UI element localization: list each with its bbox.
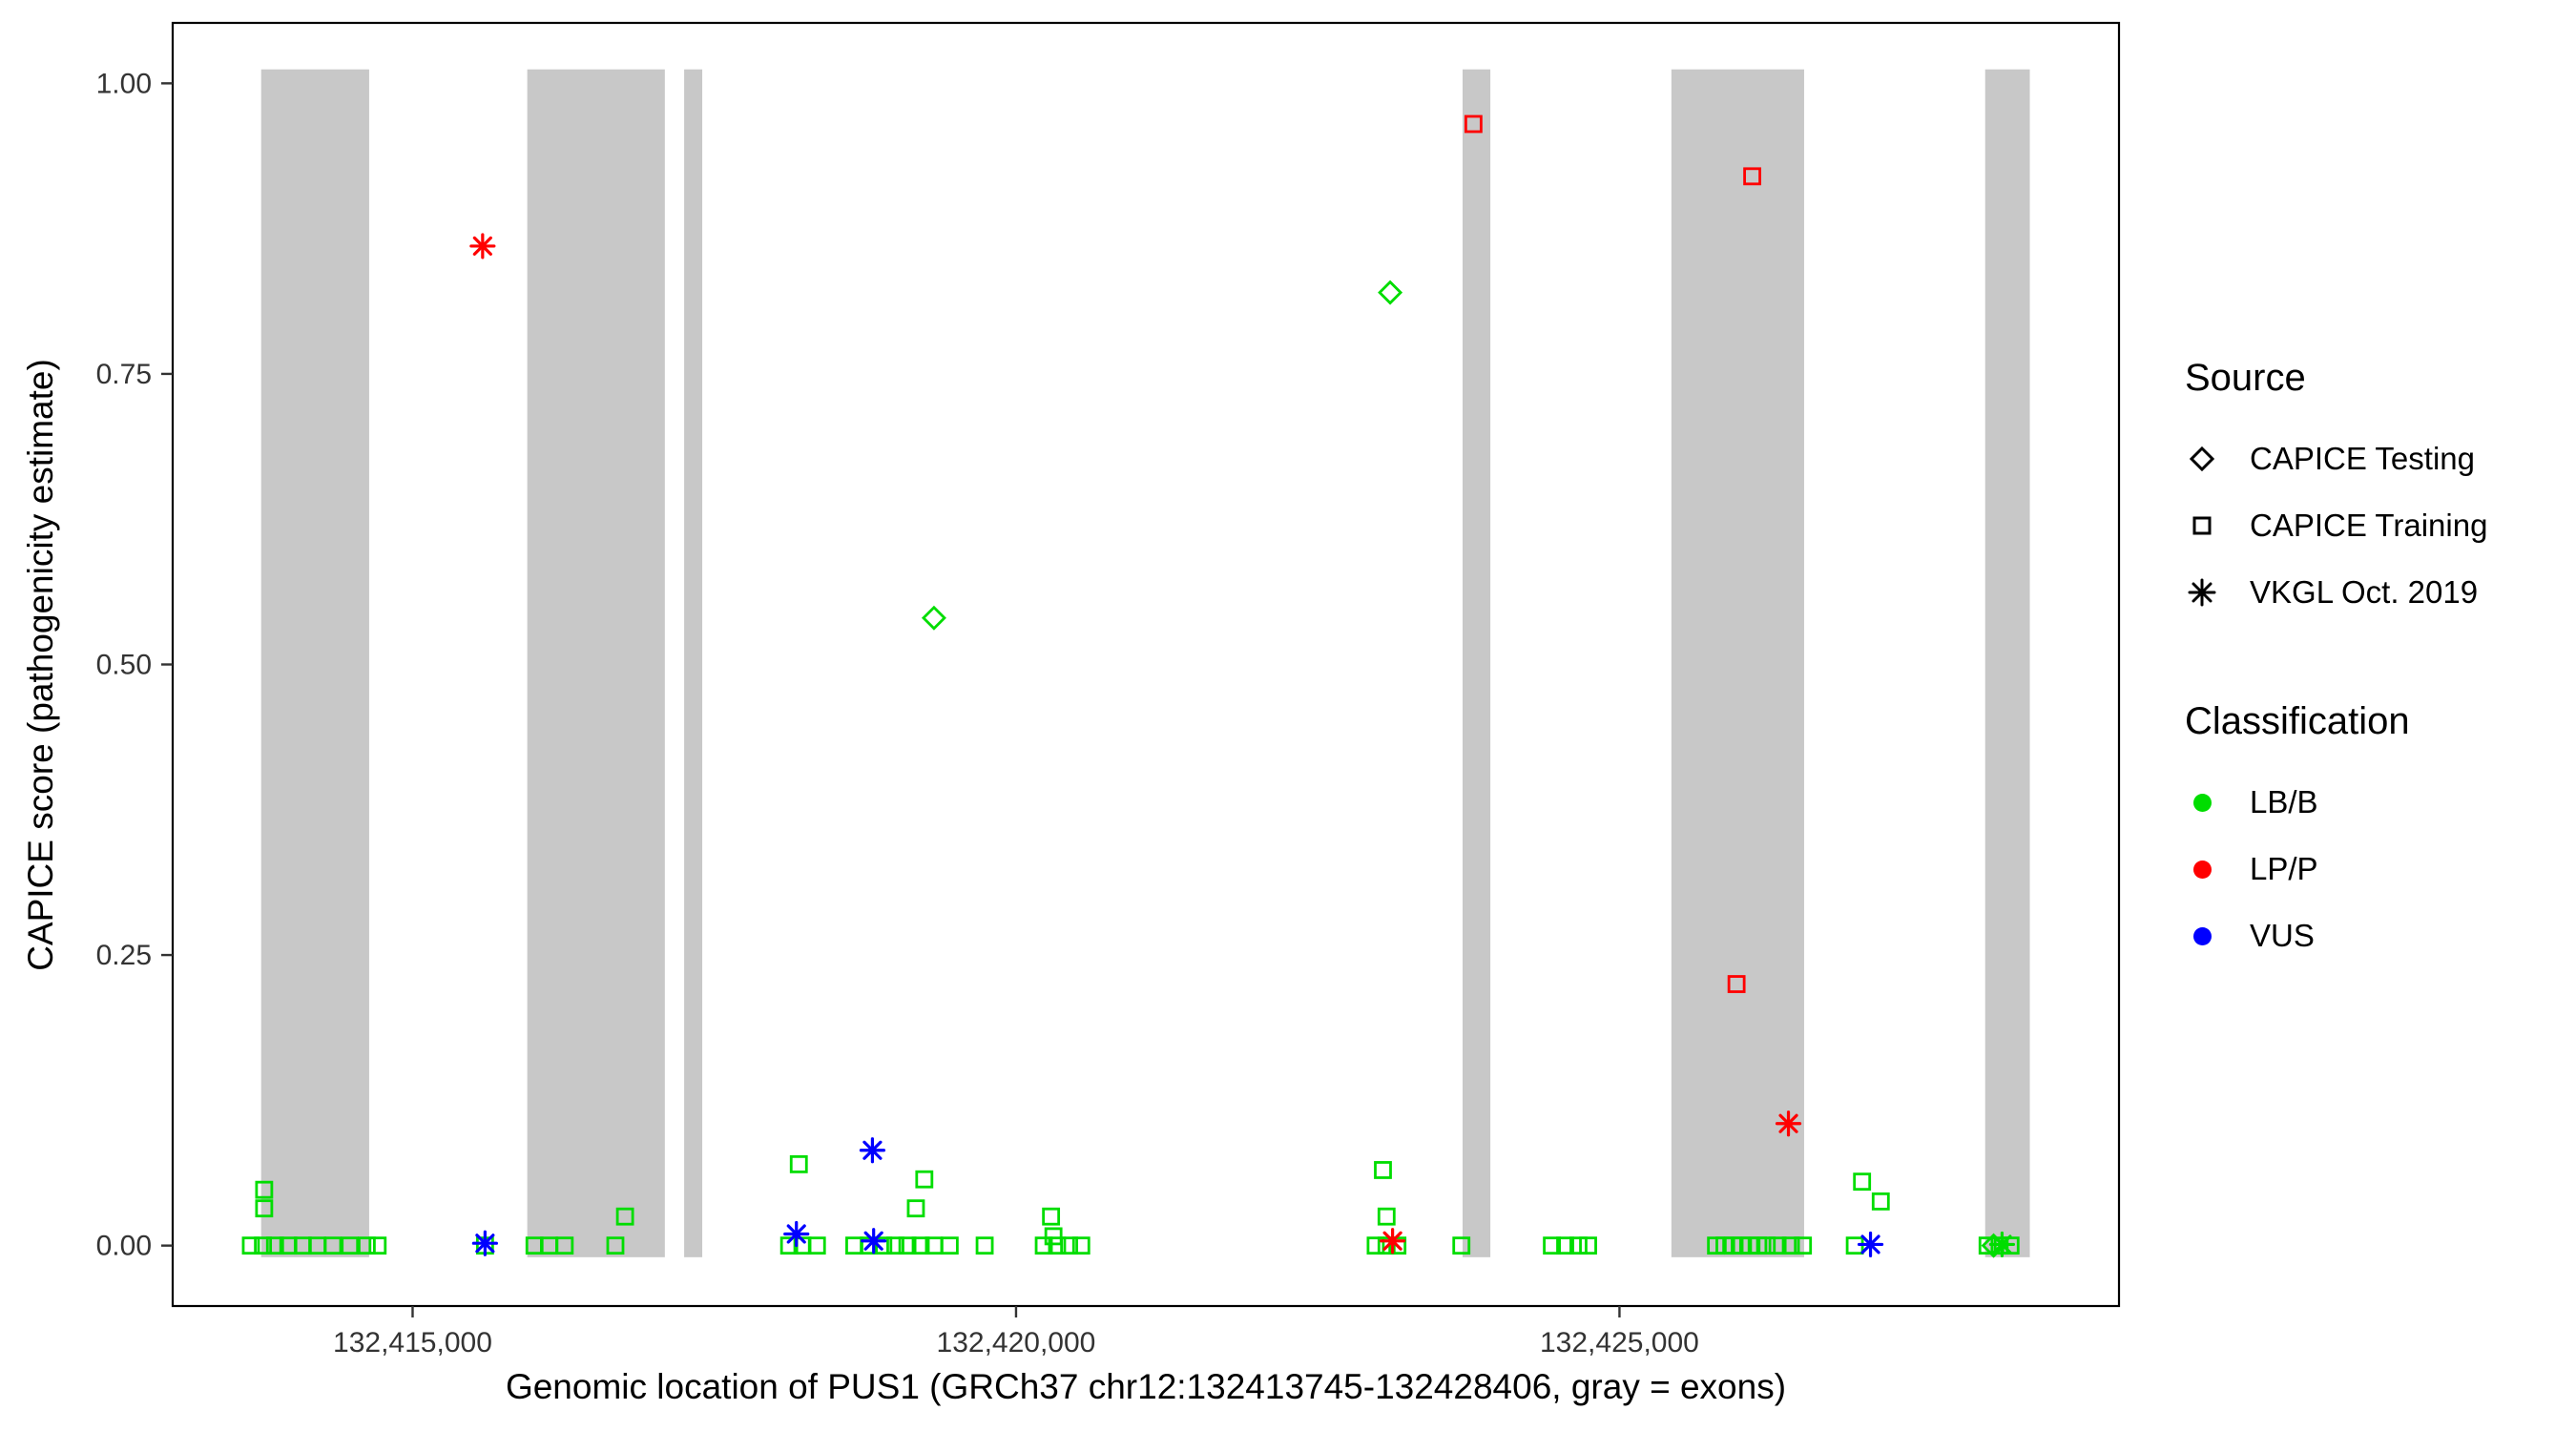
data-point: [341, 1236, 360, 1255]
data-point: [1743, 167, 1761, 186]
x-tick-label: 132,415,000: [333, 1327, 492, 1358]
square-icon: [2185, 508, 2242, 543]
data-point: [1988, 1231, 2016, 1258]
data-point: [1543, 1236, 1561, 1255]
data-point: [255, 1199, 274, 1218]
data-point: [1853, 1172, 1872, 1192]
legend-item-lbb: LB/B: [2185, 769, 2566, 836]
exon-band: [260, 69, 369, 1257]
data-point: [911, 1236, 930, 1255]
x-tick-label: 132,420,000: [937, 1327, 1096, 1358]
data-point: [940, 1236, 959, 1255]
diamond-icon: [2185, 442, 2242, 476]
data-point: [1366, 1236, 1385, 1255]
data-point: [1464, 114, 1483, 134]
legend-item-lpp: LP/P: [2185, 836, 2566, 902]
data-point: [807, 1236, 826, 1255]
panel-border: [171, 21, 2121, 1308]
data-point: [1579, 1236, 1597, 1255]
legend-classification-title: Classification: [2185, 700, 2410, 742]
data-point: [789, 1154, 808, 1173]
data-point: [1768, 1236, 1787, 1255]
data-point: [915, 1170, 934, 1189]
data-point: [1794, 1236, 1813, 1255]
data-point: [1775, 1110, 1802, 1137]
data-point: [323, 1236, 343, 1255]
y-tick-label: 1.00: [96, 68, 152, 99]
exon-band: [684, 69, 703, 1257]
exon-band: [1462, 69, 1491, 1257]
legend-item-label: LP/P: [2250, 851, 2318, 886]
data-point: [1757, 1236, 1776, 1255]
exon-band: [1671, 69, 1804, 1257]
data-point: [368, 1236, 387, 1255]
data-point: [555, 1236, 574, 1255]
data-point: [471, 1230, 498, 1256]
x-axis-title: Genomic location of PUS1 (GRCh37 chr12:1…: [505, 1367, 1787, 1406]
data-point: [886, 1236, 904, 1255]
x-tick-label: 132,425,000: [1540, 1327, 1699, 1358]
legend: Source CAPICE Testing CAPICE Training: [2185, 355, 2566, 969]
data-point: [1378, 280, 1403, 305]
data-point: [1727, 975, 1746, 993]
data-point: [1042, 1207, 1061, 1226]
data-point: [265, 1236, 284, 1255]
data-point: [1871, 1192, 1890, 1211]
data-point: [975, 1236, 994, 1255]
y-axis-title: CAPICE score (pathogenicity estimate): [21, 359, 60, 971]
data-point: [1781, 1236, 1800, 1255]
exon-band: [1984, 69, 2030, 1257]
y-tick-label: 0.25: [96, 940, 152, 971]
data-point: [241, 1236, 260, 1255]
data-point: [1569, 1236, 1588, 1255]
asterisk-icon: [2185, 575, 2242, 610]
legend-item-label: LB/B: [2250, 784, 2318, 819]
lpp-dot-icon: [2185, 860, 2242, 879]
data-point: [615, 1207, 634, 1226]
y-tick-label: 0.75: [96, 359, 152, 390]
data-point: [1048, 1236, 1067, 1255]
y-tick-label: 0.50: [96, 650, 152, 681]
data-point: [906, 1199, 925, 1218]
data-point: [921, 605, 946, 631]
legend-item-label: CAPICE Testing: [2250, 441, 2475, 476]
legend-item-label: VUS: [2250, 918, 2315, 953]
legend-item-vus: VUS: [2185, 902, 2566, 969]
vus-dot-icon: [2185, 926, 2242, 945]
data-point: [358, 1236, 376, 1255]
y-tick-label: 0.00: [96, 1231, 152, 1262]
data-point: [861, 1228, 887, 1255]
data-point: [874, 1236, 893, 1255]
lbb-dot-icon: [2185, 793, 2242, 812]
data-point: [1044, 1227, 1063, 1246]
data-point: [898, 1236, 917, 1255]
data-point: [1034, 1236, 1053, 1255]
data-point: [1377, 1207, 1396, 1226]
legend-item-capice-testing: CAPICE Testing: [2185, 425, 2566, 492]
legend-item-capice-training: CAPICE Training: [2185, 492, 2566, 559]
data-point: [783, 1220, 810, 1248]
data-point: [606, 1236, 625, 1255]
data-point: [1857, 1231, 1884, 1258]
data-point: [254, 1236, 273, 1255]
data-point: [1374, 1161, 1392, 1179]
exon-band: [527, 69, 665, 1257]
data-point: [1452, 1236, 1471, 1255]
legend-item-vkgl: VKGL Oct. 2019: [2185, 559, 2566, 626]
data-point: [1380, 1228, 1406, 1255]
legend-item-label: VKGL Oct. 2019: [2250, 574, 2479, 610]
data-point: [859, 1137, 886, 1164]
data-point: [1556, 1236, 1574, 1255]
data-point: [469, 233, 496, 259]
data-point: [255, 1180, 274, 1199]
data-point: [1071, 1236, 1091, 1255]
data-point: [845, 1236, 863, 1255]
legend-source-title: Source: [2185, 357, 2306, 399]
legend-item-label: CAPICE Training: [2250, 508, 2488, 543]
data-point: [1060, 1236, 1079, 1255]
data-point: [1377, 1236, 1396, 1255]
